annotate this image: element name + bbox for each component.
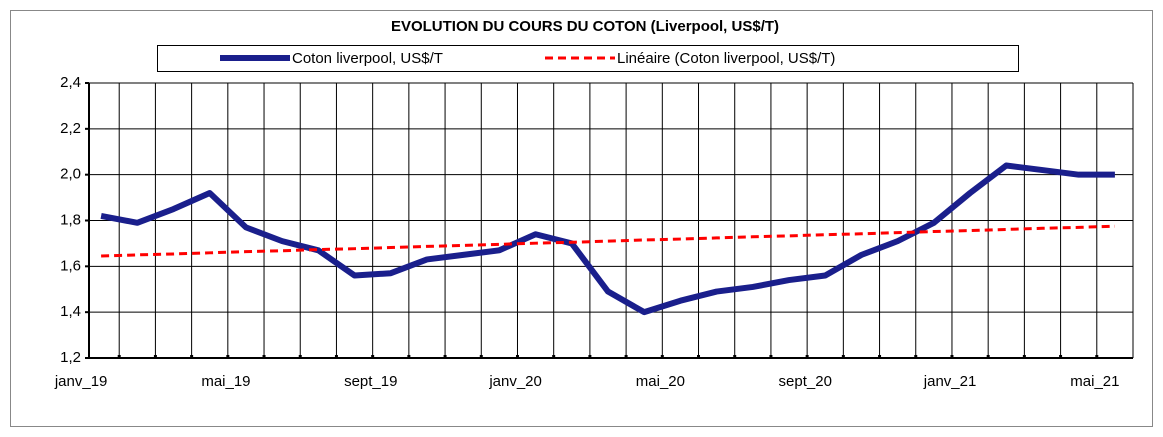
y-tick-label: 2,2: [60, 120, 81, 137]
series-line: [100, 162, 1115, 316]
y-tick-label: 1,2: [60, 349, 81, 366]
y-tick-label: 1,6: [60, 257, 81, 274]
x-tick-label: mai_21: [1070, 373, 1119, 390]
x-tick-label: sept_19: [344, 373, 397, 390]
y-tick-label: 2,4: [60, 74, 81, 91]
chart-title: EVOLUTION DU COURS DU COTON (Liverpool, …: [391, 18, 779, 35]
y-tick-label: 1,4: [60, 303, 81, 320]
x-tick-label: janv_19: [54, 373, 108, 390]
x-tick-label: janv_20: [488, 373, 542, 390]
x-tick-label: mai_19: [201, 373, 250, 390]
x-tick-label: mai_20: [636, 373, 685, 390]
chart-frame: [10, 10, 1153, 427]
legend-label: Coton liverpool, US$/T: [292, 50, 443, 67]
x-tick-label: sept_20: [779, 373, 832, 390]
legend-label: Linéaire (Coton liverpool, US$/T): [617, 50, 835, 67]
y-tick-label: 1,8: [60, 211, 81, 228]
y-tick-label: 2,0: [60, 166, 81, 183]
series-line: [101, 224, 1115, 258]
x-tick-label: janv_21: [923, 373, 977, 390]
